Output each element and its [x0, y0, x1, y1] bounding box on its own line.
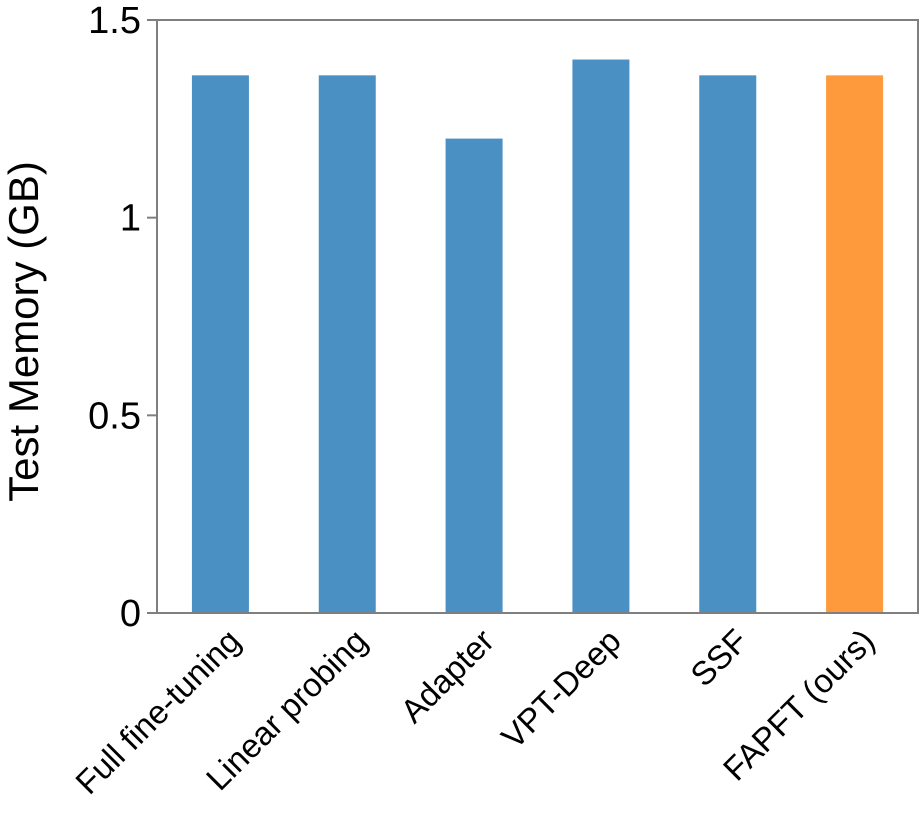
bar	[191, 75, 249, 613]
bar	[699, 75, 757, 613]
bar	[572, 59, 630, 614]
y-axis-ticks: 0 0.5 1 1.5	[88, 0, 157, 635]
x-tick-label: Adapter	[393, 622, 501, 730]
y-tick-label: 1.5	[88, 0, 141, 42]
x-tick-label: SSF	[683, 622, 755, 694]
y-tick-label: 0.5	[88, 395, 141, 437]
x-tick-label: VPT-Deep	[494, 622, 628, 756]
plot-frame	[156, 19, 919, 614]
bar	[826, 75, 884, 613]
plot-border	[156, 19, 919, 614]
bar	[318, 75, 376, 613]
y-tick-label: 0	[120, 593, 141, 635]
y-tick-label: 1	[120, 198, 141, 240]
y-axis-title: Test Memory (GB)	[0, 161, 47, 502]
bar	[445, 138, 503, 613]
bars	[191, 59, 884, 614]
